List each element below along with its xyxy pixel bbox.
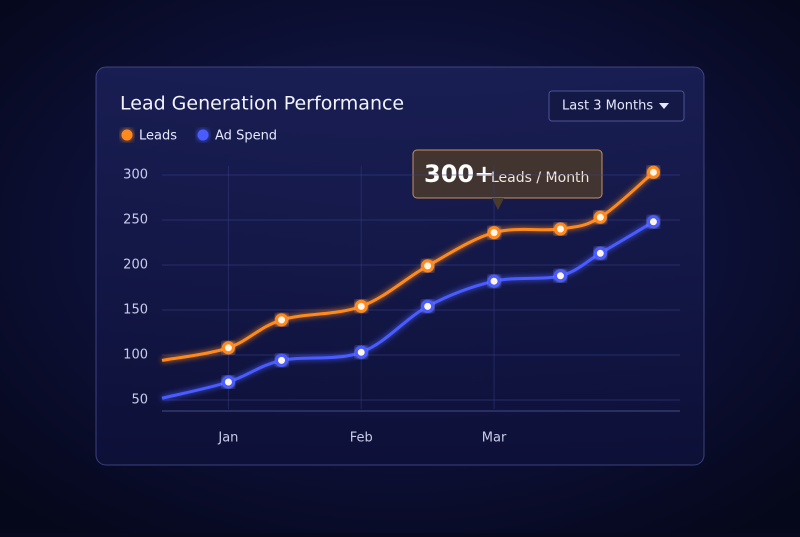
annotation-highlight: 300+ — [424, 160, 494, 188]
data-point — [221, 375, 235, 389]
y-tick-label: 250 — [123, 213, 148, 228]
chart-title: Lead Generation Performance — [120, 93, 404, 115]
y-tick-label: 50 — [131, 393, 148, 408]
annotation-text: Leads / Month — [491, 170, 589, 186]
data-point — [487, 274, 501, 288]
data-point — [553, 269, 567, 283]
legend-marker — [121, 129, 133, 141]
data-point — [421, 299, 435, 313]
range-dropdown[interactable]: Last 3 Months — [548, 90, 685, 122]
y-tick-label: 200 — [123, 258, 148, 273]
data-point — [221, 341, 235, 355]
legend-label: Leads — [139, 129, 177, 144]
card — [95, 66, 705, 466]
data-point — [593, 210, 607, 224]
legend-marker — [197, 129, 209, 141]
annotation-pointer — [492, 198, 504, 210]
y-tick-label: 150 — [123, 303, 148, 318]
data-point — [593, 246, 607, 260]
y-tick-label: 300 — [123, 168, 148, 183]
x-tick-label: Mar — [482, 431, 507, 446]
data-point — [646, 215, 660, 229]
data-point — [421, 259, 435, 273]
dropdown-label[interactable]: Last 3 Months — [562, 99, 653, 114]
y-tick-label: 100 — [123, 348, 148, 363]
data-point — [553, 222, 567, 236]
data-point — [354, 299, 368, 313]
legend-label: Ad Spend — [215, 129, 277, 144]
data-point — [275, 353, 289, 367]
x-tick-label: Jan — [217, 431, 238, 446]
data-point — [275, 313, 289, 327]
dropdown-box[interactable] — [548, 90, 685, 122]
data-point — [354, 345, 368, 359]
data-point — [646, 165, 660, 179]
data-point — [487, 226, 501, 240]
dropdown-arrow — [659, 103, 669, 109]
annotation-box — [412, 149, 603, 199]
x-tick-label: Feb — [350, 431, 373, 446]
